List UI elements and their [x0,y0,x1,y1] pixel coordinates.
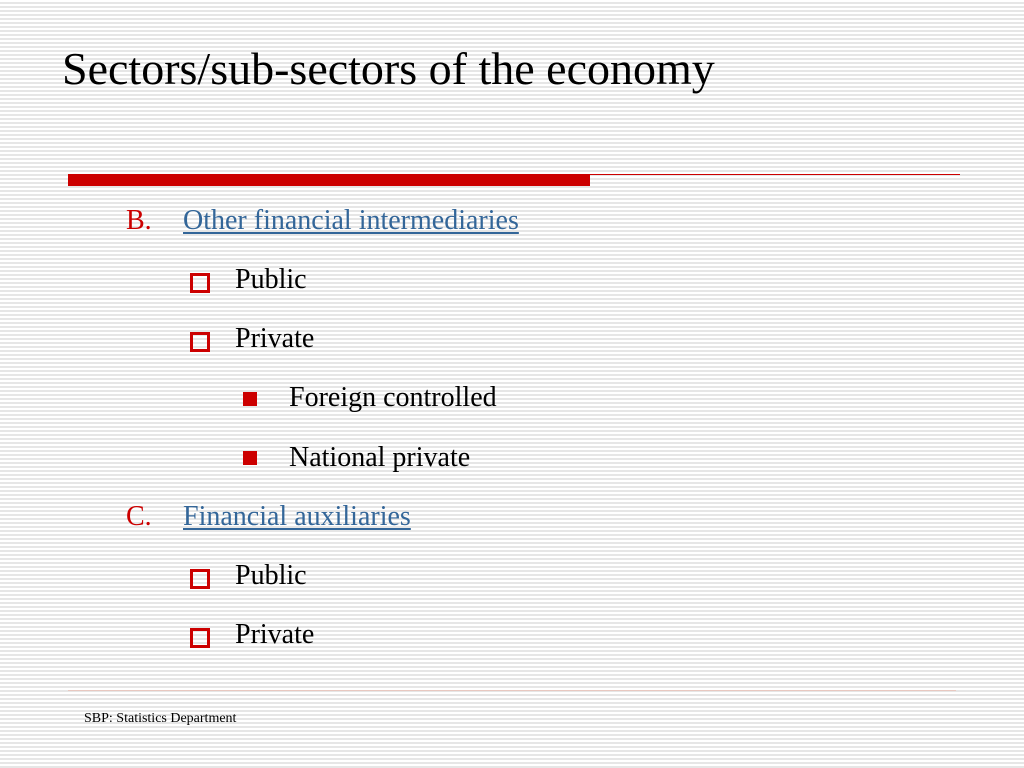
section-b-marker: B. [126,205,152,236]
section-b-link[interactable]: Other financial intermediaries [183,205,519,236]
section-b-subitem-national: National private [289,442,471,473]
section-c-marker: C. [126,501,152,532]
section-c-item-private: Private [235,619,315,650]
hollow-square-icon [190,332,210,352]
hollow-square-icon [190,273,210,293]
title-underline-thick [68,174,590,186]
slide-title: Sectors/sub-sectors of the economy [62,43,715,94]
section-b-subitem-foreign: Foreign controlled [289,382,497,413]
section-b-item-public: Public [235,264,307,295]
hollow-square-icon [190,628,210,648]
title-underline-thin [590,174,960,175]
filled-square-icon [243,392,257,406]
section-c-link[interactable]: Financial auxiliaries [183,501,411,532]
section-c-item-public: Public [235,560,307,591]
footer-divider [68,690,956,691]
hollow-square-icon [190,569,210,589]
section-b-item-private: Private [235,323,315,354]
slide-footer: SBP: Statistics Department [84,711,237,726]
filled-square-icon [243,451,257,465]
